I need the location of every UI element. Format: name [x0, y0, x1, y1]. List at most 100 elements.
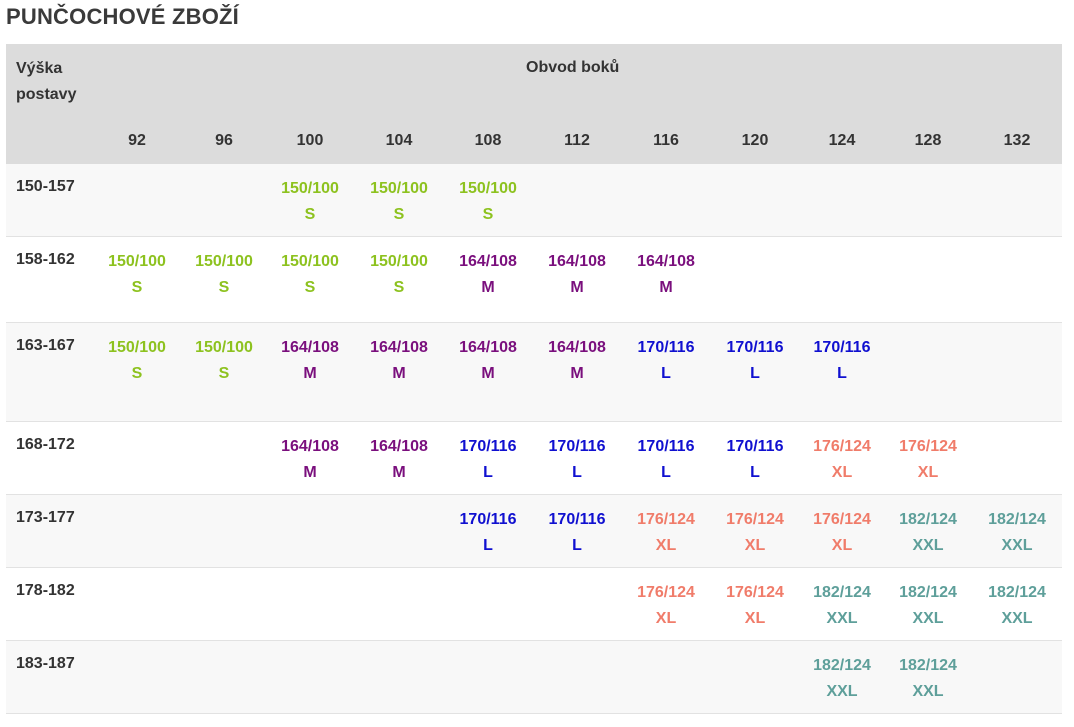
size-cell: 182/124 XXL: [973, 507, 1061, 559]
size-measure: 176/124: [726, 511, 784, 528]
size-code: L: [750, 365, 760, 382]
size-measure: 176/124: [813, 438, 871, 455]
size-cell: 164/108 M: [533, 249, 621, 301]
size-measure: 176/124: [637, 511, 695, 528]
size-cell: 176/124 XL: [622, 580, 710, 632]
size-code: XL: [831, 537, 853, 554]
size-measure: 170/116: [813, 339, 871, 356]
size-cell: 150/100 S: [93, 335, 181, 387]
size-measure: 164/108: [370, 438, 428, 455]
size-cell: 182/124 XXL: [884, 653, 972, 705]
size-cell: 164/108 M: [444, 335, 532, 387]
size-code: S: [218, 279, 230, 296]
size-cell: 164/108 M: [444, 249, 532, 301]
page-title: PUNČOCHOVÉ ZBOŽÍ: [6, 4, 239, 29]
size-measure: 150/100: [370, 253, 428, 270]
size-code: M: [392, 464, 406, 481]
size-measure: 182/124: [813, 584, 871, 601]
size-measure: 170/116: [548, 511, 606, 528]
size-code: L: [483, 537, 493, 554]
column-header-92: 92: [128, 132, 146, 149]
size-code: S: [304, 279, 316, 296]
size-measure: 164/108: [459, 339, 517, 356]
size-code: M: [303, 464, 317, 481]
size-cell: 150/100 S: [266, 249, 354, 301]
size-measure: 164/108: [637, 253, 695, 270]
size-measure: 150/100: [108, 339, 166, 356]
size-code: XXL: [912, 683, 944, 700]
table-row: 168-172 164/108 M 164/108 M 170/116 L 170/116 L 1…: [6, 422, 1062, 495]
size-code: XXL: [912, 537, 944, 554]
column-header-108: 108: [474, 132, 502, 149]
column-header-128: 128: [914, 132, 942, 149]
column-header-100: 100: [296, 132, 324, 149]
size-cell: 182/124 XXL: [798, 580, 886, 632]
size-measure: 176/124: [813, 511, 871, 528]
size-cell: 182/124 XXL: [884, 507, 972, 559]
size-code: M: [570, 279, 584, 296]
size-cell: 150/100 S: [180, 249, 268, 301]
table-row: 183-187 182/124 XXL 182/124 XXL: [6, 641, 1062, 714]
row-label: 173-177: [16, 509, 75, 526]
size-code: XL: [831, 464, 853, 481]
size-table: Výška postavy Obvod boků 92 96 100 104 108 11…: [6, 44, 1062, 714]
size-measure: 150/100: [108, 253, 166, 270]
size-cell: 182/124 XXL: [973, 580, 1061, 632]
size-cell: 170/116 L: [622, 335, 710, 387]
size-cell: 150/100 S: [444, 176, 532, 228]
size-cell: 170/116 L: [622, 434, 710, 486]
column-header-104: 104: [385, 132, 413, 149]
size-code: XXL: [1001, 610, 1033, 627]
size-cell: 176/124 XL: [798, 507, 886, 559]
size-code: L: [483, 464, 493, 481]
column-headers: 92 96 100 104 108 112 116 120 124 128 132: [6, 128, 1062, 154]
size-measure: 182/124: [899, 584, 957, 601]
size-code: S: [393, 279, 405, 296]
size-cell: 182/124 XXL: [798, 653, 886, 705]
size-cell: 182/124 XXL: [884, 580, 972, 632]
size-code: XL: [744, 610, 766, 627]
size-measure: 164/108: [370, 339, 428, 356]
size-code: XL: [917, 464, 939, 481]
size-code: L: [661, 464, 671, 481]
column-group-label: Obvod boků: [526, 59, 620, 76]
size-cell: 176/124 XL: [711, 507, 799, 559]
size-code: M: [392, 365, 406, 382]
size-cell: 176/124 XL: [798, 434, 886, 486]
size-cell: 170/116 L: [444, 507, 532, 559]
size-measure: 176/124: [637, 584, 695, 601]
table-header: Výška postavy Obvod boků 92 96 100 104 108 11…: [6, 44, 1062, 164]
size-cell: 150/100 S: [266, 176, 354, 228]
size-cell: 164/108 M: [622, 249, 710, 301]
size-code: L: [750, 464, 760, 481]
size-measure: 170/116: [726, 339, 784, 356]
size-measure: 150/100: [281, 180, 339, 197]
size-code: S: [393, 206, 405, 223]
size-cell: 170/116 L: [444, 434, 532, 486]
size-cell: 150/100 S: [93, 249, 181, 301]
size-code: XL: [744, 537, 766, 554]
size-code: XL: [655, 610, 677, 627]
size-code: M: [570, 365, 584, 382]
size-code: L: [572, 537, 582, 554]
size-code: XXL: [1001, 537, 1033, 554]
column-header-132: 132: [1003, 132, 1031, 149]
size-measure: 182/124: [988, 511, 1046, 528]
size-measure: 170/116: [637, 339, 695, 356]
size-measure: 164/108: [459, 253, 517, 270]
size-cell: 176/124 XL: [622, 507, 710, 559]
size-cell: 164/108 M: [533, 335, 621, 387]
size-measure: 182/124: [899, 511, 957, 528]
row-label: 158-162: [16, 251, 75, 268]
size-measure: 176/124: [899, 438, 957, 455]
size-cell: 164/108 M: [266, 335, 354, 387]
size-code: M: [481, 365, 495, 382]
row-label: 150-157: [16, 178, 75, 195]
row-label: 178-182: [16, 582, 75, 599]
column-header-96: 96: [215, 132, 233, 149]
size-measure: 164/108: [548, 253, 606, 270]
size-code: L: [661, 365, 671, 382]
row-label: 183-187: [16, 655, 75, 672]
table-row: 163-167 150/100 S 150/100 S 164/108 M 164/108 M 1…: [6, 323, 1062, 422]
row-label: 168-172: [16, 436, 75, 453]
